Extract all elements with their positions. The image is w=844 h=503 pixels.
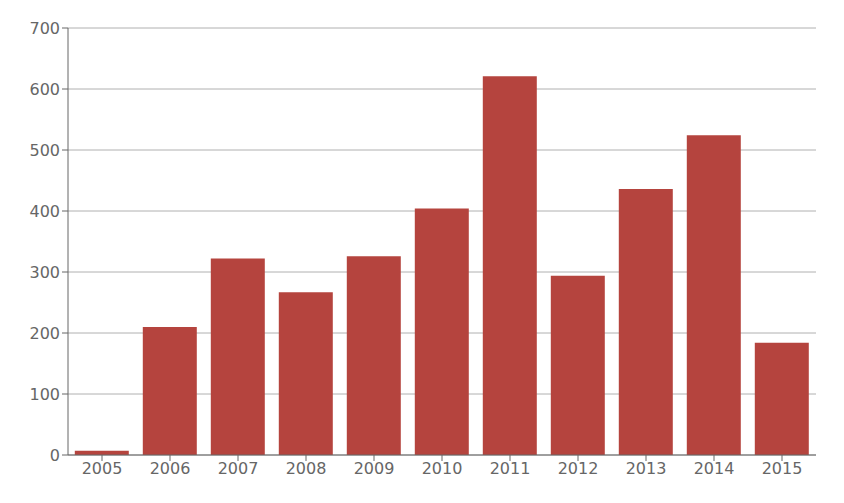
svg-text:2015: 2015 (762, 459, 803, 478)
svg-text:2011: 2011 (490, 459, 531, 478)
svg-text:500: 500 (29, 141, 60, 160)
svg-text:2008: 2008 (286, 459, 327, 478)
svg-text:100: 100 (29, 385, 60, 404)
svg-text:2012: 2012 (558, 459, 599, 478)
svg-text:2013: 2013 (626, 459, 667, 478)
svg-text:600: 600 (29, 80, 60, 99)
svg-text:2007: 2007 (218, 459, 259, 478)
svg-text:200: 200 (29, 324, 60, 343)
svg-text:300: 300 (29, 263, 60, 282)
svg-text:2009: 2009 (354, 459, 395, 478)
svg-text:400: 400 (29, 202, 60, 221)
svg-text:700: 700 (29, 19, 60, 38)
svg-text:2005: 2005 (82, 459, 123, 478)
svg-text:0: 0 (50, 446, 60, 465)
svg-text:2010: 2010 (422, 459, 463, 478)
svg-text:2014: 2014 (694, 459, 735, 478)
svg-text:2006: 2006 (150, 459, 191, 478)
